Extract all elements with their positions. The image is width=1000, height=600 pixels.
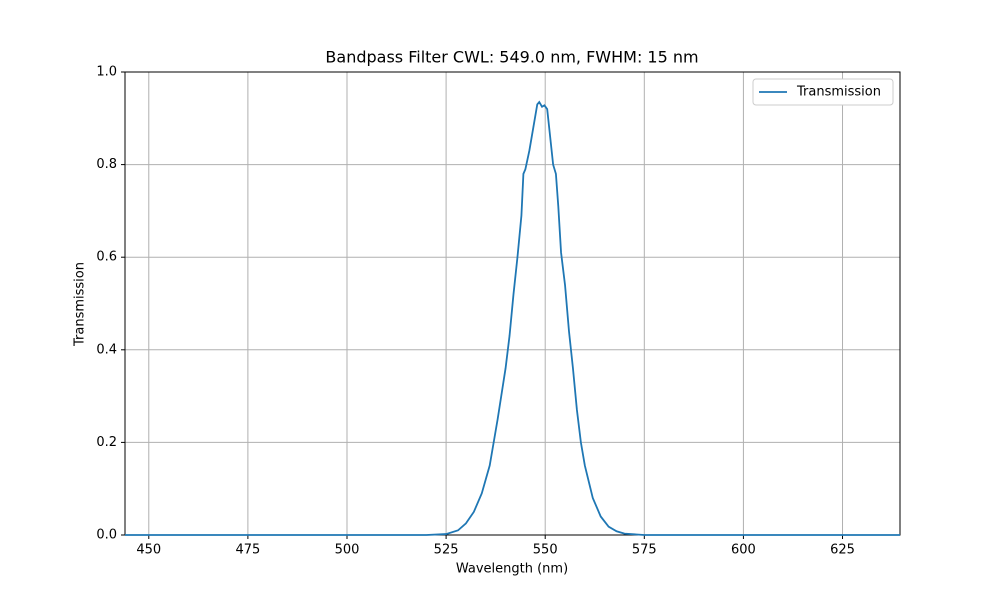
x-tick-label: 475 (235, 543, 260, 558)
y-tick-label: 0.0 (96, 528, 117, 543)
x-tick-label: 450 (136, 543, 161, 558)
y-tick-label: 1.0 (96, 65, 117, 80)
series-line (125, 100, 900, 536)
x-tick-label: 500 (335, 543, 360, 558)
y-tick-label: 0.4 (96, 342, 117, 357)
x-tick-label: 550 (533, 543, 558, 558)
y-tick-label: 0.6 (96, 250, 117, 265)
legend-box (752, 78, 894, 106)
x-axis-label: Wavelength (nm) (456, 562, 568, 577)
y-axis-label: Transmission (73, 262, 88, 347)
y-tick-label: 0.2 (96, 435, 117, 450)
x-tick-label: 525 (434, 543, 459, 558)
x-tick-label: 600 (731, 543, 756, 558)
legend-label: Transmission (796, 85, 881, 100)
y-tick-label: 0.8 (96, 157, 117, 172)
x-tick-label: 625 (830, 543, 855, 558)
x-tick-label: 575 (632, 543, 657, 558)
chart-title: Bandpass Filter CWL: 549.0 nm, FWHM: 15 … (325, 48, 698, 67)
plot-frame (124, 71, 901, 536)
